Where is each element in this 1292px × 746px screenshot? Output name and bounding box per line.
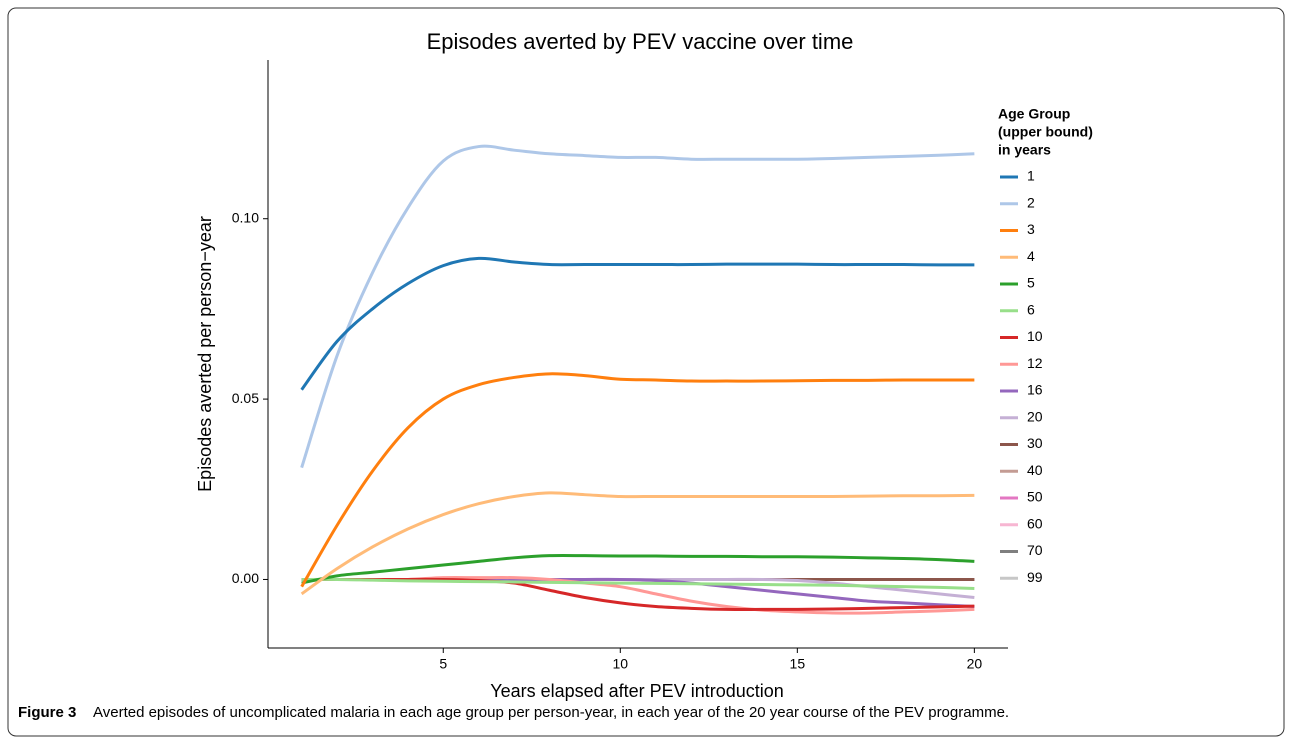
y-axis-label: Episodes averted per person−year xyxy=(195,216,215,492)
x-tick-label: 10 xyxy=(613,656,629,672)
legend-label: 60 xyxy=(1027,515,1043,531)
series-line xyxy=(300,372,975,588)
legend-label: 20 xyxy=(1027,408,1043,424)
x-tick-label: 20 xyxy=(967,656,983,672)
legend-label: 4 xyxy=(1027,248,1035,264)
series-line xyxy=(301,553,975,585)
legend-title: Age Group xyxy=(998,106,1070,122)
y-tick-label: 0.00 xyxy=(232,570,259,586)
x-axis-label: Years elapsed after PEV introduction xyxy=(490,681,784,701)
series-line xyxy=(300,144,975,469)
caption-label: Figure 3 xyxy=(18,704,76,721)
y-tick-label: 0.10 xyxy=(232,209,259,225)
series-line xyxy=(300,491,975,596)
legend-label: 16 xyxy=(1027,382,1043,398)
legend-label: 50 xyxy=(1027,489,1043,505)
legend-label: 12 xyxy=(1027,355,1043,371)
legend-label: 10 xyxy=(1027,328,1043,344)
legend-label: 1 xyxy=(1027,168,1035,184)
legend-label: 6 xyxy=(1027,301,1035,317)
figure-border xyxy=(7,7,1285,737)
legend-label: 2 xyxy=(1027,194,1035,210)
series-line xyxy=(301,577,975,590)
legend-label: 3 xyxy=(1027,221,1035,237)
series-line xyxy=(300,256,975,391)
legend-title: (upper bound) xyxy=(998,124,1093,140)
legend-label: 99 xyxy=(1027,569,1043,585)
x-tick-label: 15 xyxy=(790,656,806,672)
legend-label: 70 xyxy=(1027,542,1043,558)
legend-title: in years xyxy=(998,142,1051,158)
legend-label: 5 xyxy=(1027,275,1035,291)
x-tick-label: 5 xyxy=(439,656,447,672)
caption: Averted episodes of uncomplicated malari… xyxy=(93,704,1009,721)
legend-label: 40 xyxy=(1027,462,1043,478)
chart-title: Episodes averted by PEV vaccine over tim… xyxy=(427,29,854,54)
legend-label: 30 xyxy=(1027,435,1043,451)
y-tick-label: 0.05 xyxy=(232,390,259,406)
